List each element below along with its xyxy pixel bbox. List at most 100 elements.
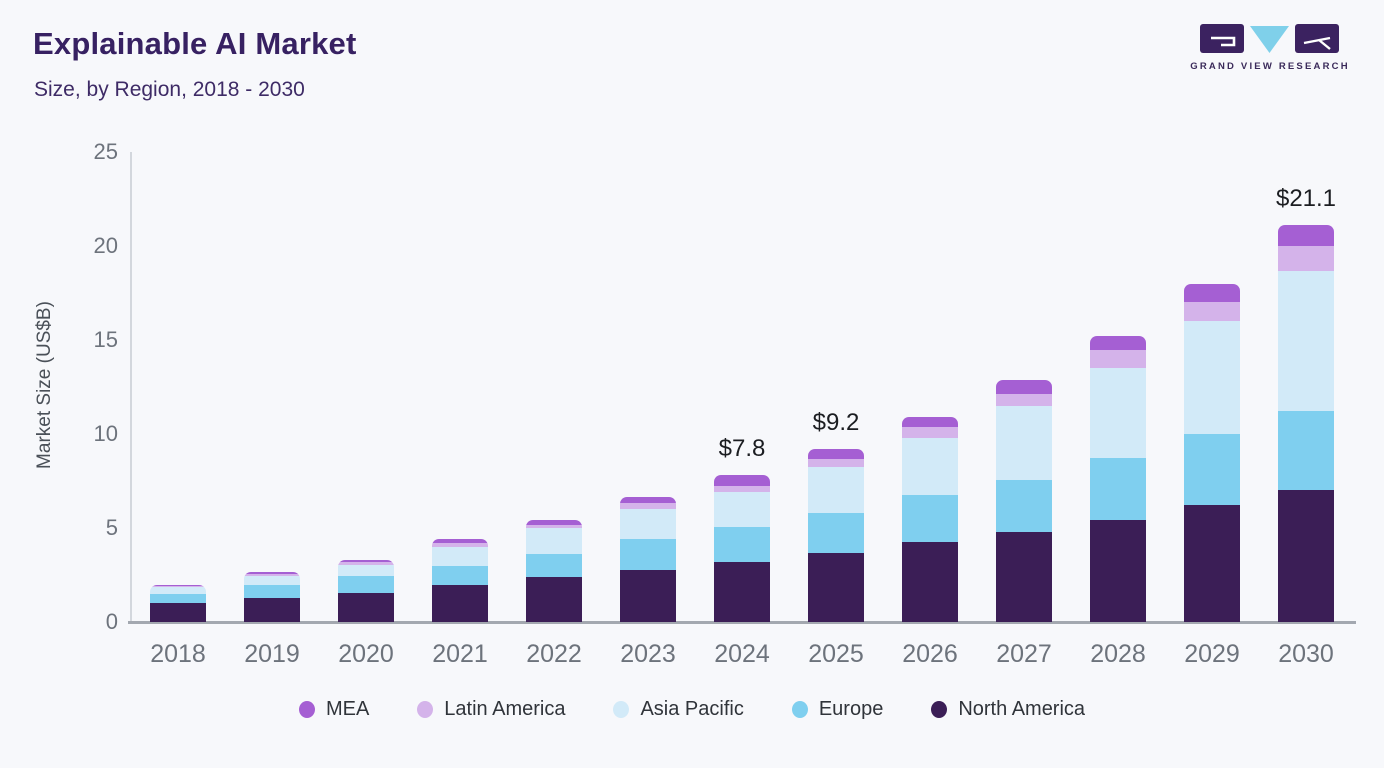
legend: MEA Latin America Asia Pacific Europe North … xyxy=(0,698,1384,721)
bar-segment-asia-pacific xyxy=(432,546,488,566)
x-tick-2019: 2019 xyxy=(244,640,300,668)
bar-segment-europe xyxy=(902,495,958,543)
bar-segment-asia-pacific xyxy=(620,509,676,540)
bar-segment-asia-pacific xyxy=(1184,321,1240,434)
legend-label: North America xyxy=(958,698,1086,720)
bar-segment-north-america xyxy=(1090,519,1146,622)
y-tick-0: 0 xyxy=(105,609,118,634)
bar-segment-mea xyxy=(902,417,958,428)
y-axis-line xyxy=(130,152,132,622)
bar-segment-latin-america xyxy=(150,586,206,588)
bar-segment-europe xyxy=(808,512,864,554)
bar-segment-europe xyxy=(1184,434,1240,506)
x-tick-2025: 2025 xyxy=(808,640,864,668)
bar-segment-north-america xyxy=(996,531,1052,622)
bar-segment-europe xyxy=(150,593,206,604)
value-label-2030: $21.1 xyxy=(1275,185,1337,213)
x-tick-2018: 2018 xyxy=(150,640,206,668)
legend-label: Latin America xyxy=(444,698,566,720)
bar-segment-europe xyxy=(338,575,394,593)
bar-segment-asia-pacific xyxy=(526,528,582,555)
bar-2021 xyxy=(432,539,488,622)
bar-segment-mea xyxy=(620,497,676,503)
bar-segment-north-america xyxy=(714,561,770,622)
bar-2018 xyxy=(150,585,206,622)
bar-segment-latin-america xyxy=(244,574,300,576)
x-tick-2023: 2023 xyxy=(620,640,676,668)
bar-segment-mea xyxy=(1184,283,1240,303)
bar-segment-latin-america xyxy=(1278,246,1334,272)
y-tick-20: 20 xyxy=(93,233,118,258)
bar-segment-north-america xyxy=(432,585,488,622)
bar-segment-mea xyxy=(714,475,770,486)
legend-dot xyxy=(931,701,948,718)
legend-item-latin-america: Latin America xyxy=(417,698,565,721)
y-tick-25: 25 xyxy=(93,139,118,164)
legend-item-mea: MEA xyxy=(298,698,370,721)
bar-segment-asia-pacific xyxy=(714,492,770,528)
bar-segment-north-america xyxy=(150,603,206,622)
bar-segment-europe xyxy=(1278,410,1334,491)
bar-segment-mea xyxy=(1278,225,1334,246)
bar-segment-asia-pacific xyxy=(1278,271,1334,411)
bar-2020 xyxy=(338,559,394,622)
legend-label: MEA xyxy=(325,698,370,720)
bar-segment-europe xyxy=(620,539,676,571)
page-title: Explainable AI Market xyxy=(33,26,357,61)
bar-segment-asia-pacific xyxy=(150,587,206,594)
bar-segment-latin-america xyxy=(714,485,770,493)
y-tick-5: 5 xyxy=(105,515,118,540)
bar-segment-latin-america xyxy=(902,427,958,438)
bar-segment-asia-pacific xyxy=(808,466,864,513)
bar-segment-latin-america xyxy=(1090,350,1146,369)
bar-2026 xyxy=(902,417,958,622)
bar-2024 xyxy=(714,475,770,622)
bar-segment-latin-america xyxy=(996,393,1052,406)
legend-dot xyxy=(298,701,315,718)
x-tick-2022: 2022 xyxy=(526,640,582,668)
gvr-logo-text: GRAND VIEW RESEARCH xyxy=(1190,61,1350,72)
legend-dot xyxy=(613,701,630,718)
value-label-2024: $7.8 xyxy=(718,435,766,463)
bar-segment-mea xyxy=(1090,336,1146,351)
bar-segment-europe xyxy=(1090,458,1146,520)
bar-segment-latin-america xyxy=(526,525,582,528)
legend-label: Asia Pacific xyxy=(640,698,744,720)
bar-segment-mea xyxy=(338,559,394,563)
bar-segment-mea xyxy=(244,572,300,575)
bar-segment-north-america xyxy=(808,553,864,622)
bar-segment-latin-america xyxy=(808,459,864,467)
gvr-logo: GRAND VIEW RESEARCH xyxy=(1190,24,1348,72)
bar-segment-north-america xyxy=(620,570,676,622)
bar-segment-asia-pacific xyxy=(244,575,300,586)
y-axis-title: Market Size (US$B) xyxy=(34,301,55,469)
value-label-2025: $9.2 xyxy=(812,409,860,437)
legend-item-europe: Europe xyxy=(791,698,884,721)
legend-item-asia-pacific: Asia Pacific xyxy=(613,698,744,721)
bar-segment-europe xyxy=(526,554,582,577)
x-tick-2020: 2020 xyxy=(338,640,394,668)
bar-segment-asia-pacific xyxy=(902,437,958,496)
legend-dot xyxy=(791,701,808,718)
bar-segment-mea xyxy=(432,539,488,544)
bar-2019 xyxy=(244,572,300,622)
bar-segment-north-america xyxy=(244,597,300,622)
bar-2028 xyxy=(1090,336,1146,622)
x-tick-2021: 2021 xyxy=(432,640,488,668)
page-subtitle: Size, by Region, 2018 - 2030 xyxy=(34,78,305,101)
legend-item-north-america: North America xyxy=(931,698,1085,721)
bar-segment-latin-america xyxy=(338,562,394,565)
x-tick-2026: 2026 xyxy=(902,640,958,668)
legend-label: Europe xyxy=(818,698,884,720)
bar-2023 xyxy=(620,497,676,622)
bar-segment-north-america xyxy=(338,592,394,622)
bar-segment-mea xyxy=(526,519,582,526)
plot-area: $7.8 $9.2 $21.1 xyxy=(131,152,1353,622)
bar-2030 xyxy=(1278,225,1334,622)
bar-segment-latin-america xyxy=(620,502,676,510)
bar-2022 xyxy=(526,519,582,622)
x-tick-2028: 2028 xyxy=(1090,640,1146,668)
gvr-logo-graphic xyxy=(1200,24,1339,53)
bar-2029 xyxy=(1184,283,1240,622)
